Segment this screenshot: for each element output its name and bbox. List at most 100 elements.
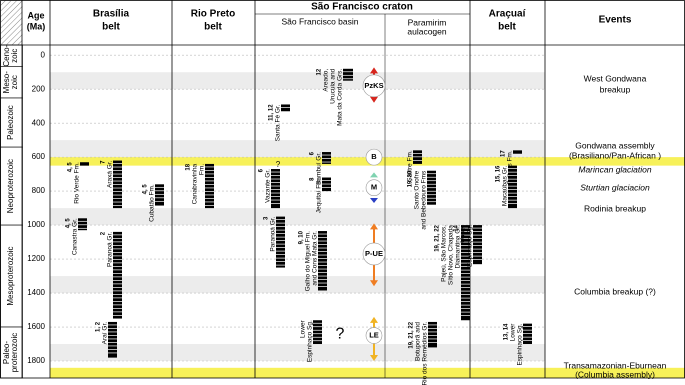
- hatched-corner: [0, 0, 23, 45]
- era-label: Neoproterozoic: [6, 159, 15, 213]
- unit-label: Canastra Gr.: [72, 218, 79, 255]
- age-band: [50, 276, 545, 294]
- unit-label: Araxá Gr.: [107, 160, 114, 188]
- symbol-triangle: [370, 172, 378, 178]
- column-header: Brasília: [93, 9, 130, 20]
- age-header: Age: [27, 10, 44, 20]
- event-label: Gondwana assembly: [575, 140, 655, 150]
- age-tick-label: 800: [32, 186, 46, 195]
- column-header: aulacogen: [407, 26, 447, 36]
- unit-refs: 8: [310, 177, 316, 181]
- unit-refs: 19, 21, 22: [435, 224, 441, 251]
- unit-label: Pajeú, São Marcos,: [441, 225, 448, 282]
- unit-label: Paranoá Gr.: [270, 216, 277, 251]
- event-label: West Gondwana: [584, 73, 647, 83]
- unit-refs: 4, 5: [143, 184, 149, 195]
- symbol-label: B: [371, 152, 377, 161]
- highlight-band: [50, 367, 685, 378]
- symbol-arrowhead: [370, 280, 378, 287]
- era-label: Mesoproterozoic: [6, 246, 15, 305]
- unit-bar: [508, 165, 517, 209]
- symbol-arrowhead: [370, 96, 378, 103]
- unit-label: Santa Fé Gr.: [275, 104, 282, 141]
- unit-label: and Bebedouro Fms: [421, 170, 428, 230]
- age-band: [50, 208, 545, 226]
- unit-bar: [428, 321, 437, 348]
- unit-refs: 19, 21, 22: [409, 321, 415, 348]
- event-label: breakup: [600, 84, 631, 94]
- unit-label: Botuporã and: [415, 322, 422, 361]
- event-label: (Brasiliano/Pan-African ): [569, 150, 661, 160]
- unit-refs: 7: [101, 160, 107, 164]
- unit-label: Cubatão Fm.: [149, 184, 156, 222]
- era-label: Ceno-: [2, 44, 11, 66]
- unit-bar: [461, 225, 470, 321]
- unit-refs: 2: [101, 231, 107, 235]
- unit-refs: 3: [264, 216, 270, 220]
- symbol-arrowhead: [370, 316, 378, 323]
- event-label: Columbia breakup (?): [574, 286, 656, 296]
- column-header: São Francisco basin: [281, 16, 358, 26]
- age-tick-label: 400: [32, 118, 46, 127]
- symbol-label: PzKS: [364, 81, 383, 90]
- era-label: zoic: [10, 49, 19, 63]
- unit-label: Bambuí Gr.: [316, 152, 323, 185]
- unit-bar: [513, 150, 522, 154]
- event-label: Marincan glaciation: [578, 164, 652, 174]
- unit-label: Diamantina Gr.: [455, 225, 462, 269]
- column-header: belt: [102, 22, 120, 33]
- unit-label: Fm.: [199, 164, 206, 175]
- unit-refs: 15, 16: [496, 165, 502, 182]
- unit-refs: 17: [501, 150, 507, 157]
- unit-refs: 11, 12: [269, 104, 275, 121]
- era-label: zoic: [10, 75, 19, 89]
- unit-refs: 14: [454, 224, 460, 231]
- unit-label: Espinhaço Sg.: [467, 225, 474, 267]
- unit-bar: [155, 184, 164, 206]
- unit-refs: 6: [259, 168, 265, 172]
- unit-label: Paranoá Gr.: [107, 232, 114, 267]
- unit-bar: [205, 163, 214, 209]
- unit-bar: [78, 218, 87, 231]
- unit-bar: [313, 320, 322, 345]
- unit-bar: [276, 216, 285, 268]
- unit-label: Lower: [300, 319, 307, 338]
- age-tick-label: 1600: [27, 322, 45, 331]
- events-header: Events: [599, 15, 632, 26]
- column-header: Paramirim: [408, 17, 447, 27]
- age-band: [50, 344, 545, 362]
- unit-label: Lower: [510, 323, 517, 342]
- unit-label: Galho do Miguel Fm.: [305, 231, 312, 292]
- symbol-circle: [365, 179, 383, 197]
- unit-refs: 18: [186, 163, 192, 170]
- unit-label: Mata da Corda Grs.: [337, 69, 344, 126]
- column-header: Rio Preto: [191, 9, 235, 20]
- age-tick-label: 1800: [27, 356, 45, 365]
- event-label: Sturtian glaciacion: [580, 182, 650, 192]
- era-label: Paleozoic: [6, 105, 15, 140]
- era-label: Meso-: [2, 71, 11, 94]
- unit-refs: 4, 5: [66, 218, 72, 229]
- unit-label: Rio dos Remédios Gr.: [422, 322, 429, 385]
- age-header: (Ma): [27, 21, 46, 31]
- unit-bar: [343, 68, 353, 81]
- unit-label: Espinhaço Sg.: [307, 320, 314, 362]
- unit-refs: 19, 20: [408, 170, 414, 187]
- unit-bar: [322, 152, 331, 164]
- unit-label: Areado,: [323, 69, 330, 92]
- unit-label: Macaúbas Gr.: [502, 165, 509, 206]
- age-band: [50, 140, 545, 158]
- symbol-circle: [362, 242, 386, 266]
- craton-header: São Francisco craton: [311, 2, 413, 13]
- age-tick-label: 1000: [27, 220, 45, 229]
- unit-bar: [473, 225, 482, 265]
- unit-label: and Cons Mata Gr.: [312, 231, 319, 286]
- age-band: [50, 72, 545, 90]
- symbol-label: LE: [369, 331, 379, 340]
- unit-label: Sítio Novo, Chapada: [448, 225, 455, 285]
- column-header: Araçuaí: [489, 9, 527, 20]
- unit-label: Upper: [460, 224, 467, 243]
- unit-refs: 9, 10: [299, 230, 305, 244]
- unit-refs: 13, 14: [504, 323, 510, 340]
